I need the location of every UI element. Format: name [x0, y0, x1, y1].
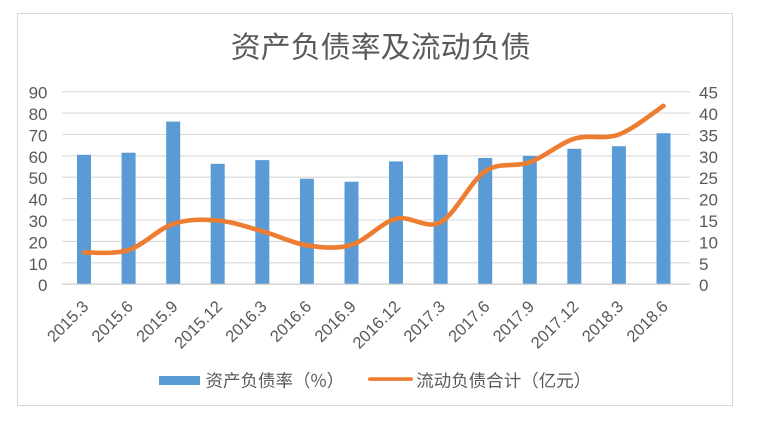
svg-text:70: 70	[29, 127, 48, 146]
svg-text:30: 30	[29, 212, 48, 231]
svg-text:5: 5	[699, 255, 708, 274]
svg-text:50: 50	[29, 169, 48, 188]
svg-text:15: 15	[699, 212, 718, 231]
svg-text:80: 80	[29, 105, 48, 124]
svg-text:10: 10	[699, 233, 718, 252]
svg-text:20: 20	[699, 191, 718, 210]
svg-text:30: 30	[699, 148, 718, 167]
svg-text:90: 90	[29, 84, 48, 103]
svg-text:45: 45	[699, 84, 718, 103]
svg-text:0: 0	[38, 276, 47, 295]
svg-text:40: 40	[699, 105, 718, 124]
svg-text:60: 60	[29, 148, 48, 167]
svg-text:35: 35	[699, 127, 718, 146]
svg-text:10: 10	[29, 255, 48, 274]
svg-text:40: 40	[29, 191, 48, 210]
svg-text:0: 0	[699, 276, 708, 295]
svg-text:25: 25	[699, 169, 718, 188]
svg-text:20: 20	[29, 233, 48, 252]
